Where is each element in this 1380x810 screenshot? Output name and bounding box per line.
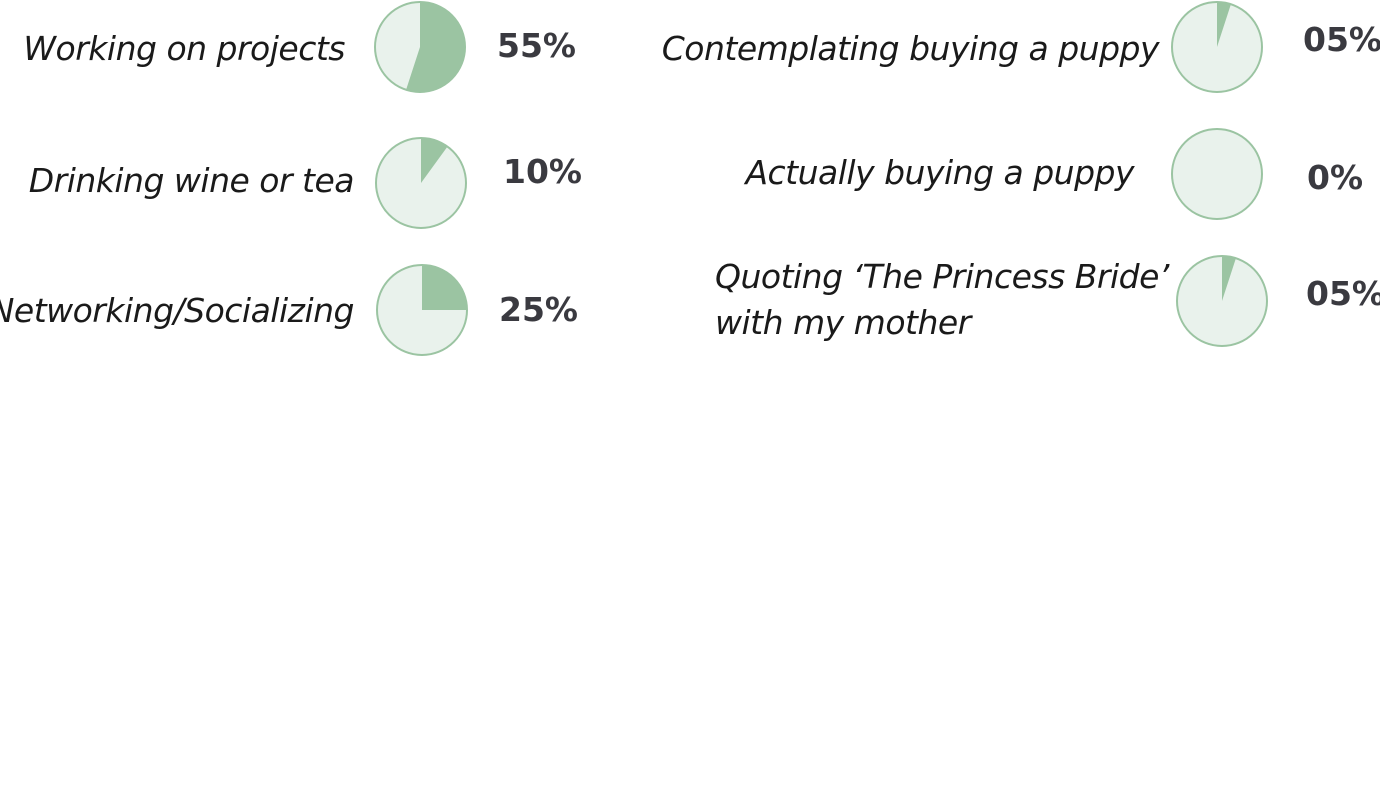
pie-remainder-slice	[1172, 129, 1262, 219]
pie-outline	[1171, 128, 1263, 220]
category-label-line: Drinking wine or tea	[28, 161, 355, 200]
value-label-drinking-wine-or-tea: 10%	[503, 152, 582, 191]
pie-outline	[1171, 1, 1263, 93]
value-label-networking-socializing: 25%	[499, 290, 578, 329]
category-label-line: Contemplating buying a puppy	[661, 29, 1160, 68]
category-label-line: with my mother	[715, 303, 971, 342]
category-label-line: Networking/Socializing	[0, 291, 355, 330]
category-label-line: Working on projects	[23, 29, 345, 68]
value-label-quoting-the-princess-bride-with-my-mother: 05%	[1306, 274, 1380, 313]
pie-value-slice	[1222, 256, 1236, 301]
pie-working-on-projects	[374, 1, 466, 93]
value-label-working-on-projects: 55%	[497, 26, 576, 65]
pie-value-slice	[406, 2, 465, 92]
pie-outline	[374, 1, 466, 93]
category-label-actually-buying-a-puppy: Actually buying a puppy	[745, 150, 1134, 196]
category-label-line: Quoting ‘The Princess Bride’	[715, 257, 1169, 296]
pie-value-slice	[1217, 2, 1231, 47]
pie-outline	[375, 137, 467, 229]
category-label-line: Actually buying a puppy	[745, 153, 1134, 192]
pie-outline	[1176, 255, 1268, 347]
category-label-networking-socializing: Networking/Socializing	[0, 288, 355, 334]
pie-networking-socializing	[376, 264, 468, 356]
pie-value-slice	[421, 138, 448, 183]
pie-outline	[376, 264, 468, 356]
pie-drinking-wine-or-tea	[375, 137, 467, 229]
category-label-contemplating-buying-a-puppy: Contemplating buying a puppy	[661, 26, 1160, 72]
category-label-drinking-wine-or-tea: Drinking wine or tea	[28, 158, 355, 204]
pie-quoting-the-princess-bride-with-my-mother	[1176, 255, 1268, 347]
category-label-working-on-projects: Working on projects	[23, 26, 345, 72]
pie-value-slice	[422, 265, 467, 310]
pie-actually-buying-a-puppy	[1171, 128, 1263, 220]
pie-contemplating-buying-a-puppy	[1171, 1, 1263, 93]
value-label-actually-buying-a-puppy: 0%	[1307, 158, 1364, 197]
category-label-quoting-the-princess-bride-with-my-mother: Quoting ‘The Princess Bride’ with my moth…	[715, 254, 1169, 346]
value-label-contemplating-buying-a-puppy: 05%	[1303, 20, 1380, 59]
